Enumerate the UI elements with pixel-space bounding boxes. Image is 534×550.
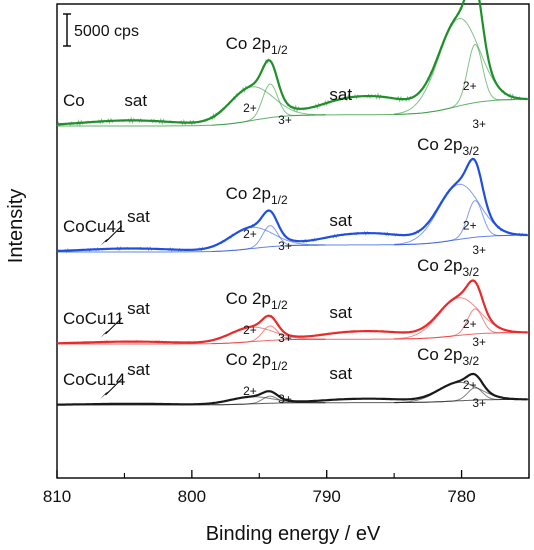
series-CoCu11 bbox=[56, 279, 529, 345]
x-axis: 810 800 790 780 bbox=[43, 470, 530, 506]
sat-arrow-head bbox=[100, 330, 110, 338]
sat-label-left: sat bbox=[127, 299, 150, 318]
component-curve bbox=[394, 308, 515, 340]
series-Co bbox=[56, 0, 529, 127]
sat-arrow-head bbox=[100, 391, 110, 399]
y-axis-label: Intensity bbox=[5, 189, 27, 263]
series-CoCu41 bbox=[56, 157, 529, 254]
fit-envelope bbox=[57, 279, 528, 345]
baseline bbox=[57, 398, 529, 406]
label-2p12-2plus: 2+ bbox=[243, 323, 257, 337]
scale-bar-label: 5000 cps bbox=[74, 23, 139, 40]
label-2p12-3plus: 3+ bbox=[278, 113, 292, 127]
series-name-CoCu14: CoCu14 bbox=[63, 370, 125, 389]
label-layer: Co Co 2p1/2 Co 2p3/2 sat sat 2+ 3+ 2+ 3+ CoCu41 Co… bbox=[63, 34, 486, 410]
label-2p12-2plus: 2+ bbox=[243, 227, 257, 241]
label-2p12-2plus: 2+ bbox=[243, 101, 257, 115]
peak-label-2p12: Co 2p1/2 bbox=[226, 184, 288, 207]
peak-label-2p12: Co 2p1/2 bbox=[226, 350, 288, 373]
label-2p32-3plus: 3+ bbox=[472, 243, 486, 257]
label-2p12-2plus: 2+ bbox=[243, 384, 257, 398]
peak-label-2p32: Co 2p3/2 bbox=[417, 345, 479, 368]
sat-label-mid: sat bbox=[329, 303, 352, 322]
label-2p32-3plus: 3+ bbox=[472, 335, 486, 349]
baseline bbox=[57, 332, 529, 345]
x-axis-label: Binding energy / eV bbox=[206, 523, 381, 545]
x-tick-label-780: 780 bbox=[447, 487, 475, 506]
baseline bbox=[57, 98, 529, 127]
sat-arrow bbox=[105, 317, 123, 335]
x-tick-label-790: 790 bbox=[313, 487, 341, 506]
series-layer bbox=[56, 0, 529, 406]
sat-label-mid: sat bbox=[329, 85, 352, 104]
label-2p32-2plus: 2+ bbox=[463, 218, 477, 232]
sat-arrow bbox=[105, 225, 123, 243]
sat-label-left: sat bbox=[127, 360, 150, 379]
series-CoCu14 bbox=[56, 372, 529, 406]
label-2p12-3plus: 3+ bbox=[278, 239, 292, 253]
peak-label-2p32: Co 2p3/2 bbox=[417, 135, 479, 158]
component-curve bbox=[394, 200, 515, 246]
peak-label-2p12: Co 2p1/2 bbox=[226, 289, 288, 312]
label-2p12-3plus: 3+ bbox=[278, 392, 292, 406]
fit-envelope bbox=[56, 372, 528, 406]
sat-arrow-head bbox=[100, 238, 110, 246]
series-name-CoCu11: CoCu11 bbox=[63, 309, 124, 328]
label-2p32-3plus: 3+ bbox=[472, 117, 486, 131]
label-2p32-2plus: 2+ bbox=[463, 317, 477, 331]
sat-label-mid: sat bbox=[329, 211, 352, 230]
sat-label-left: sat bbox=[124, 91, 147, 110]
series-name-Co: Co bbox=[63, 91, 85, 110]
sat-arrow bbox=[105, 378, 123, 396]
label-2p12-3plus: 3+ bbox=[278, 331, 292, 345]
baseline bbox=[57, 234, 529, 253]
series-name-CoCu41: CoCu41 bbox=[63, 217, 125, 236]
label-2p32-2plus: 2+ bbox=[463, 378, 477, 392]
component-curve bbox=[394, 43, 515, 115]
plot-frame bbox=[56, 3, 530, 479]
sat-label-left: sat bbox=[127, 207, 150, 226]
fit-envelope bbox=[56, 157, 528, 253]
peak-label-2p12: Co 2p1/2 bbox=[226, 34, 288, 57]
peak-label-2p32: Co 2p3/2 bbox=[417, 256, 479, 279]
sat-label-mid: sat bbox=[329, 364, 352, 383]
fit-envelope bbox=[56, 0, 528, 126]
label-2p32-2plus: 2+ bbox=[463, 79, 477, 93]
label-2p32-3plus: 3+ bbox=[472, 396, 486, 410]
x-tick-label-810: 810 bbox=[43, 487, 71, 506]
x-tick-label-800: 800 bbox=[178, 487, 206, 506]
